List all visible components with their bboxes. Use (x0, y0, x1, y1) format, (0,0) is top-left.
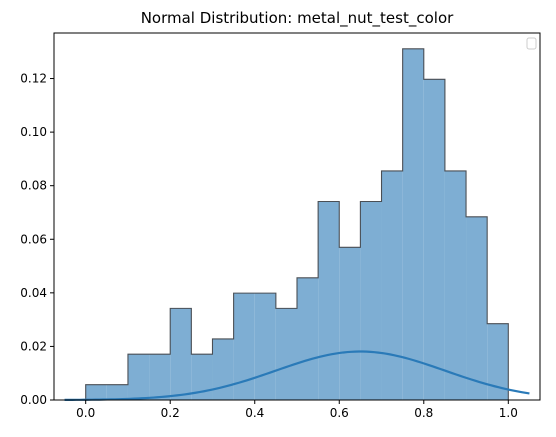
histogram-bar (318, 201, 339, 400)
x-tick-label: 0.6 (330, 406, 349, 420)
y-tick-label: 0.04 (20, 286, 47, 300)
x-tick-label: 0.8 (414, 406, 433, 420)
histogram-bar (466, 217, 487, 400)
y-axis: 0.00 0.02 0.04 0.06 0.08 0.10 0.12 (20, 72, 54, 407)
histogram-bar (445, 171, 466, 400)
histogram-bar (382, 171, 403, 400)
y-tick-label: 0.06 (20, 232, 47, 246)
histogram-bar (276, 308, 297, 400)
histogram-bar (107, 385, 128, 400)
y-tick-label: 0.00 (20, 393, 47, 407)
histogram-bar (149, 354, 170, 400)
legend-box (527, 38, 536, 49)
histogram-bar (297, 278, 318, 400)
x-tick-label: 0.4 (245, 406, 264, 420)
histogram-bar (255, 293, 276, 400)
x-axis: 0.0 0.2 0.4 0.6 0.8 1.0 (76, 400, 518, 420)
x-tick-label: 0.0 (76, 406, 95, 420)
histogram-bar (128, 354, 149, 400)
histogram-bar (212, 339, 233, 400)
y-tick-label: 0.12 (20, 72, 47, 86)
histogram-bar (86, 385, 107, 400)
x-tick-label: 1.0 (499, 406, 518, 420)
y-tick-label: 0.02 (20, 339, 47, 353)
histogram-bar (170, 308, 191, 400)
histogram-bars (86, 49, 509, 400)
chart-title: Normal Distribution: metal_nut_test_colo… (141, 9, 454, 28)
x-tick-label: 0.2 (161, 406, 180, 420)
histogram-bar (339, 247, 360, 400)
histogram-bar (403, 49, 424, 400)
y-tick-label: 0.08 (20, 179, 47, 193)
histogram-bar (360, 201, 381, 400)
histogram-bar (424, 79, 445, 400)
y-tick-label: 0.10 (20, 125, 47, 139)
